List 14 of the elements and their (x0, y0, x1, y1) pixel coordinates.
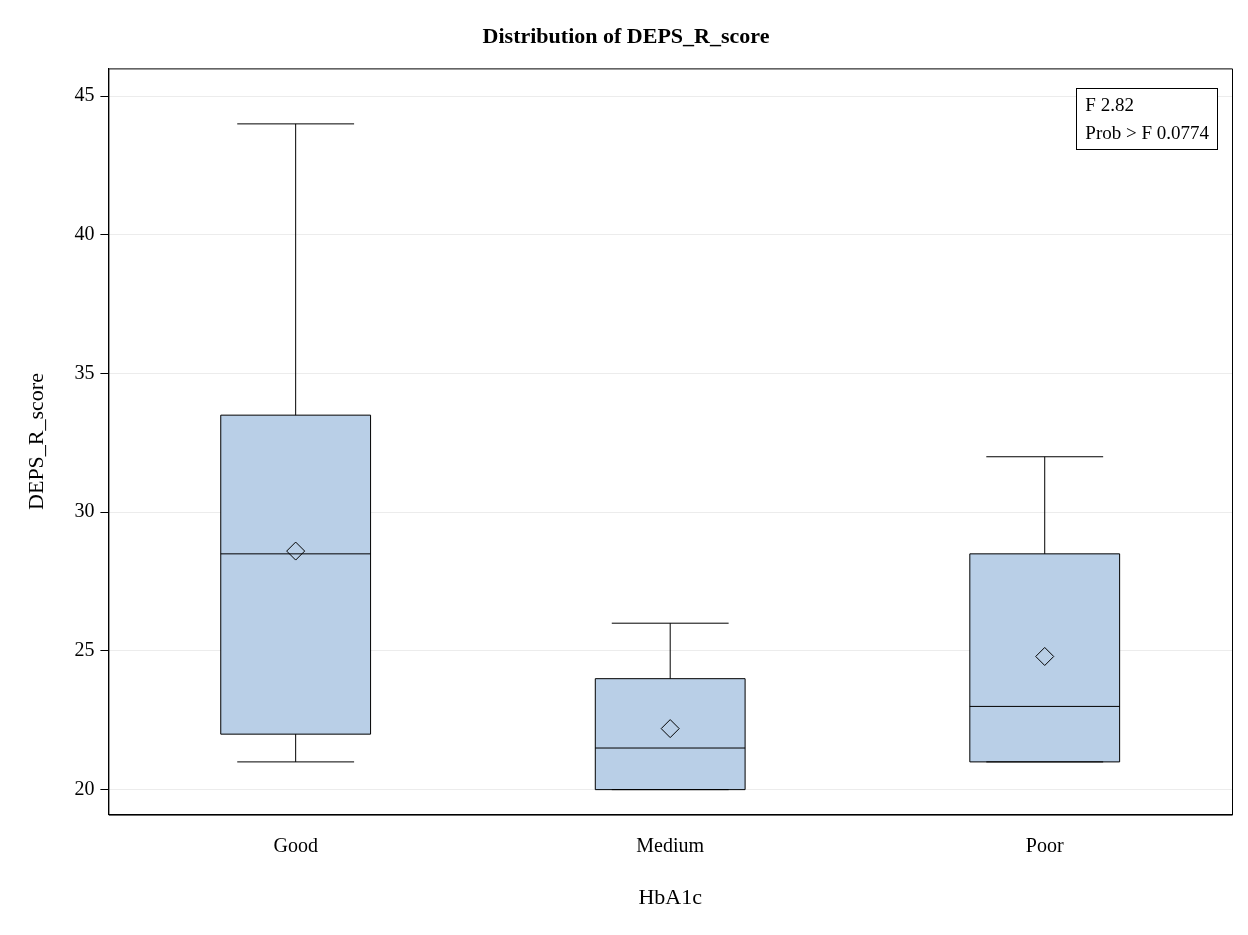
x-tick-label: Poor (1025, 833, 1064, 856)
x-tick-label: Good (273, 833, 318, 856)
annotation: Prob > F 0.0774 (1085, 122, 1209, 143)
x-tick-label: Medium (636, 833, 705, 856)
y-axis-title: DEPS_R_score (22, 373, 48, 510)
y-tick-label: 35 (74, 360, 95, 383)
annotation: F 2.82 (1085, 94, 1134, 115)
y-tick-label: 40 (74, 222, 95, 245)
y-tick-label: 20 (74, 776, 95, 799)
y-tick-label: 30 (74, 499, 95, 522)
chart-title: Distribution of DEPS_R_score (482, 22, 770, 48)
x-axis-title: HbA1c (638, 883, 703, 909)
y-tick-label: 25 (74, 638, 95, 661)
y-tick-label: 45 (74, 83, 95, 106)
